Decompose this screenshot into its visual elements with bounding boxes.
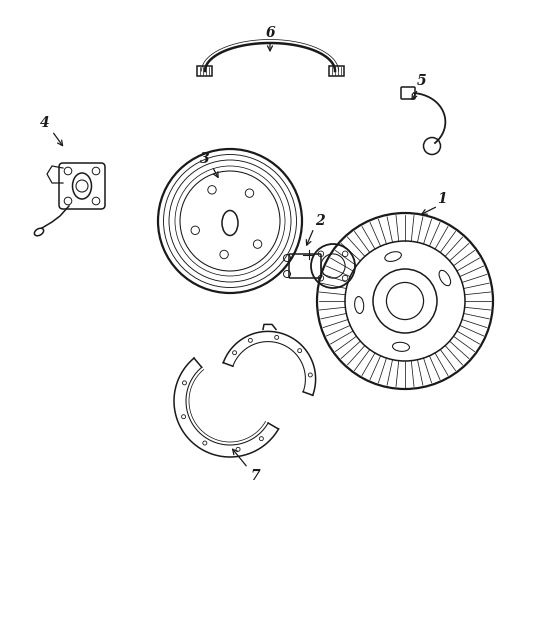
Text: 4: 4 bbox=[40, 116, 50, 130]
Text: 2: 2 bbox=[315, 214, 325, 228]
Text: 7: 7 bbox=[250, 469, 260, 483]
Text: 6: 6 bbox=[265, 26, 275, 40]
Text: 5: 5 bbox=[417, 74, 427, 88]
Text: 1: 1 bbox=[437, 192, 447, 206]
Text: 3: 3 bbox=[200, 152, 210, 166]
